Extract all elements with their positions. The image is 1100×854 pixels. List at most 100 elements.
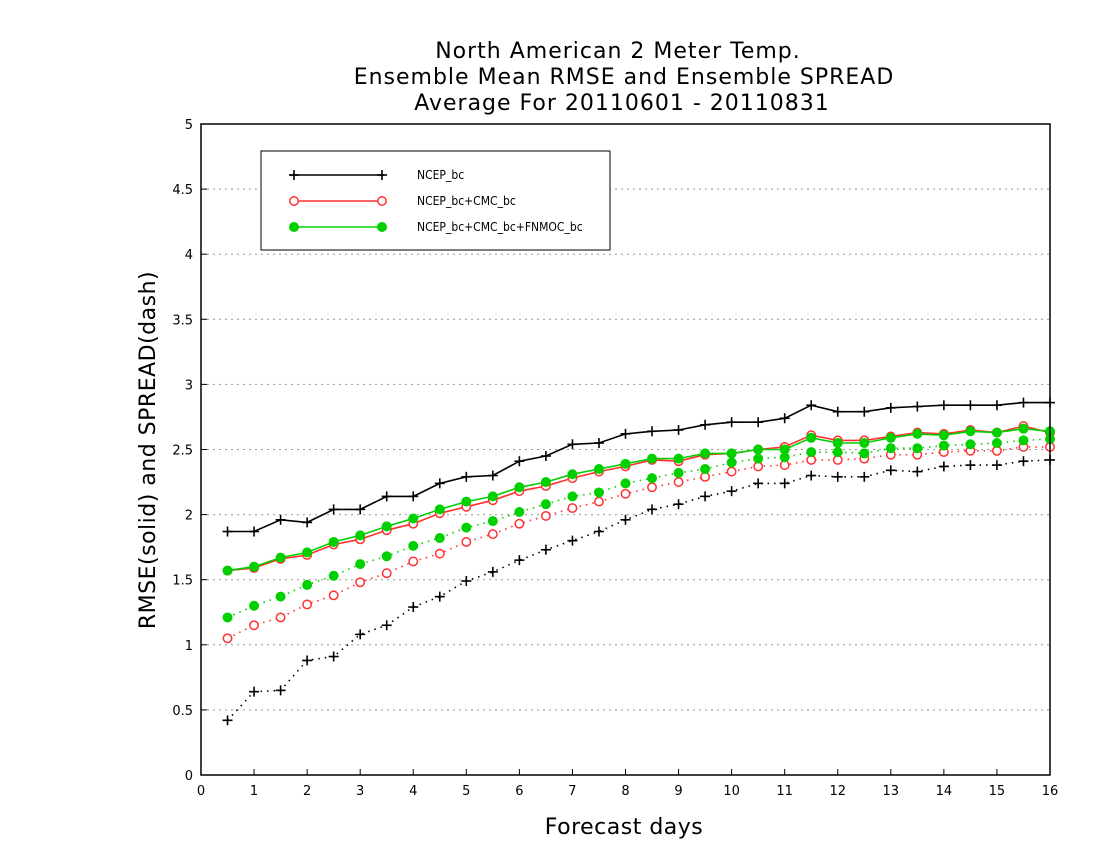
x-tick-label: 2 [303, 784, 311, 799]
spread-point [806, 447, 817, 458]
legend-marker [377, 222, 387, 232]
rmse-point [859, 406, 870, 417]
spread-point [381, 551, 392, 562]
spread-point [249, 600, 260, 611]
rmse-point [673, 424, 684, 435]
rmse-point [938, 400, 949, 411]
spread-point [965, 439, 976, 450]
spread-point [938, 440, 949, 451]
spread-point [381, 568, 392, 579]
spread-point [567, 535, 578, 546]
spread-point [726, 486, 737, 497]
rmse-point [753, 444, 764, 455]
rmse-point [275, 514, 286, 525]
spread-point [408, 602, 419, 613]
spread-point [991, 460, 1002, 471]
chart-title-line-1: North American 2 Meter Temp. [435, 39, 801, 64]
rmse-point [487, 491, 498, 502]
legend-label: NCEP_bc+CMC_bc [417, 194, 516, 208]
series [222, 397, 1055, 726]
spread-point [885, 465, 896, 476]
spread-point [859, 448, 870, 459]
spread-point [700, 491, 711, 502]
spread-point [567, 491, 578, 502]
rmse-point [991, 400, 1002, 411]
rmse-point [832, 406, 843, 417]
spread-point [249, 686, 260, 697]
x-tick-label: 8 [621, 784, 629, 799]
spread-point [514, 555, 525, 566]
spread-point [620, 488, 631, 499]
rmse-point [567, 439, 578, 450]
rmse-point [779, 444, 790, 455]
y-tick-label: 2.5 [172, 444, 193, 459]
spread-point [912, 466, 923, 477]
rmse-point [806, 432, 817, 443]
rmse-point [991, 427, 1002, 438]
y-tick-label: 4.5 [172, 183, 193, 198]
x-tick-label: 4 [409, 784, 417, 799]
rmse-point [355, 530, 366, 541]
spread-point [461, 576, 472, 587]
spread-point [328, 590, 339, 601]
spread-point [408, 540, 419, 551]
spread-point [328, 570, 339, 581]
legend-marker [289, 222, 299, 232]
spread-point [647, 482, 657, 493]
rmse-point [487, 470, 498, 481]
legend-marker [289, 170, 299, 180]
rmse-point [700, 419, 711, 430]
rmse-point [514, 482, 525, 493]
spread-point [222, 612, 233, 623]
spread-point [567, 503, 578, 514]
rmse-point [222, 526, 233, 537]
spread-point [302, 579, 313, 590]
spread-point [355, 559, 366, 570]
y-tick-label: 0.5 [172, 704, 193, 719]
rmse-point [1018, 397, 1029, 408]
y-tick-label: 1 [185, 639, 193, 654]
spread-point [885, 443, 896, 454]
rmse-point [249, 561, 260, 572]
rmse-line [227, 401, 1050, 533]
rmse-point [965, 426, 976, 437]
rmse-point [700, 448, 711, 459]
rmse-point [514, 456, 525, 467]
x-tick-label: 9 [674, 784, 682, 799]
rmse-point [540, 477, 551, 488]
spread-line [227, 446, 1050, 640]
x-tick-label: 13 [883, 784, 900, 799]
spread-point [222, 633, 233, 644]
rmse-point [275, 552, 286, 563]
rmse-point [408, 491, 419, 502]
spread-point [673, 477, 684, 487]
rmse-point [620, 428, 631, 439]
spread-point [540, 499, 551, 510]
spread-point [487, 516, 498, 527]
rmse-point [381, 521, 392, 532]
rmse-point [434, 504, 445, 515]
y-tick-label: 3 [185, 378, 193, 393]
x-tick-label: 16 [1042, 784, 1059, 799]
y-tick-label: 3.5 [172, 313, 193, 328]
spread-point [461, 536, 472, 547]
spread-line [227, 438, 1051, 619]
x-tick-label: 10 [723, 784, 740, 799]
x-tick-label: 6 [515, 784, 523, 799]
spread-point [275, 612, 286, 623]
rmse-point [408, 513, 419, 524]
spread-point [779, 478, 790, 489]
rmse-point [726, 448, 737, 459]
rmse-point [461, 496, 472, 507]
chart-title-line-2: Ensemble Mean RMSE and Ensemble SPREAD [354, 65, 895, 90]
spread-point [1018, 435, 1029, 446]
rmse-point [620, 458, 631, 469]
rmse-line [227, 427, 1051, 572]
rmse-point [885, 402, 896, 413]
spread-point [673, 467, 684, 478]
spread-point [832, 447, 843, 458]
spread-point [434, 548, 445, 559]
rmse-point [302, 517, 313, 528]
